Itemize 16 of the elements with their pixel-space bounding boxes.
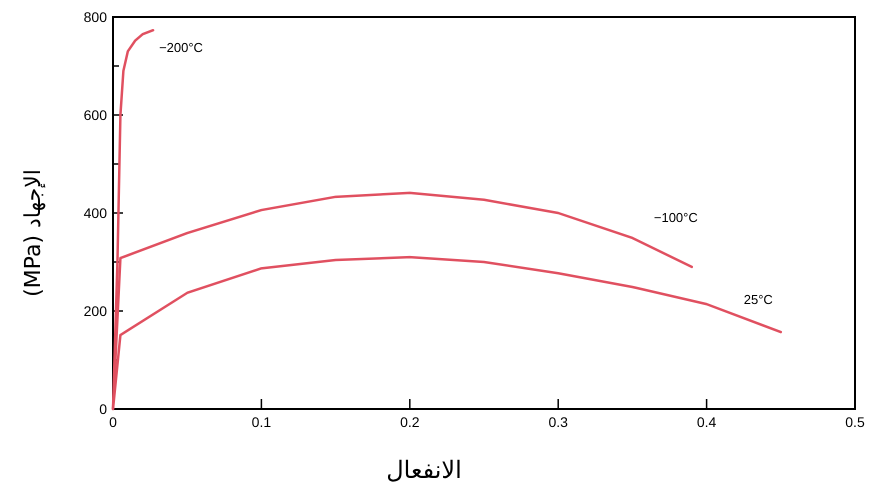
y-tick-label: 600: [84, 107, 108, 123]
y-axis-title: الإجهاد (MPa): [21, 169, 46, 297]
x-tick-label: 0.1: [252, 414, 272, 430]
x-axis-title: الانفعال: [386, 456, 462, 484]
series-label: 25°C: [744, 292, 773, 308]
x-tick-label: 0.2: [400, 414, 420, 430]
series-label: −200°C: [159, 40, 203, 56]
y-tick-label: 800: [84, 9, 108, 25]
x-tick-label: 0.5: [845, 414, 865, 430]
y-tick-label: 0: [99, 401, 108, 417]
series-label: −100°C: [654, 210, 698, 225]
y-tick-label: 200: [84, 303, 108, 319]
x-tick-label: 0.3: [548, 414, 568, 430]
x-tick-label: 0: [109, 414, 118, 430]
y-tick-label: 400: [84, 205, 108, 221]
x-tick-label: 0.4: [696, 414, 717, 430]
